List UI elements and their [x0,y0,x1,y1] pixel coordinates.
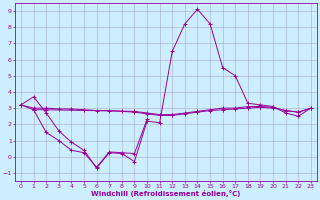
X-axis label: Windchill (Refroidissement éolien,°C): Windchill (Refroidissement éolien,°C) [91,190,241,197]
